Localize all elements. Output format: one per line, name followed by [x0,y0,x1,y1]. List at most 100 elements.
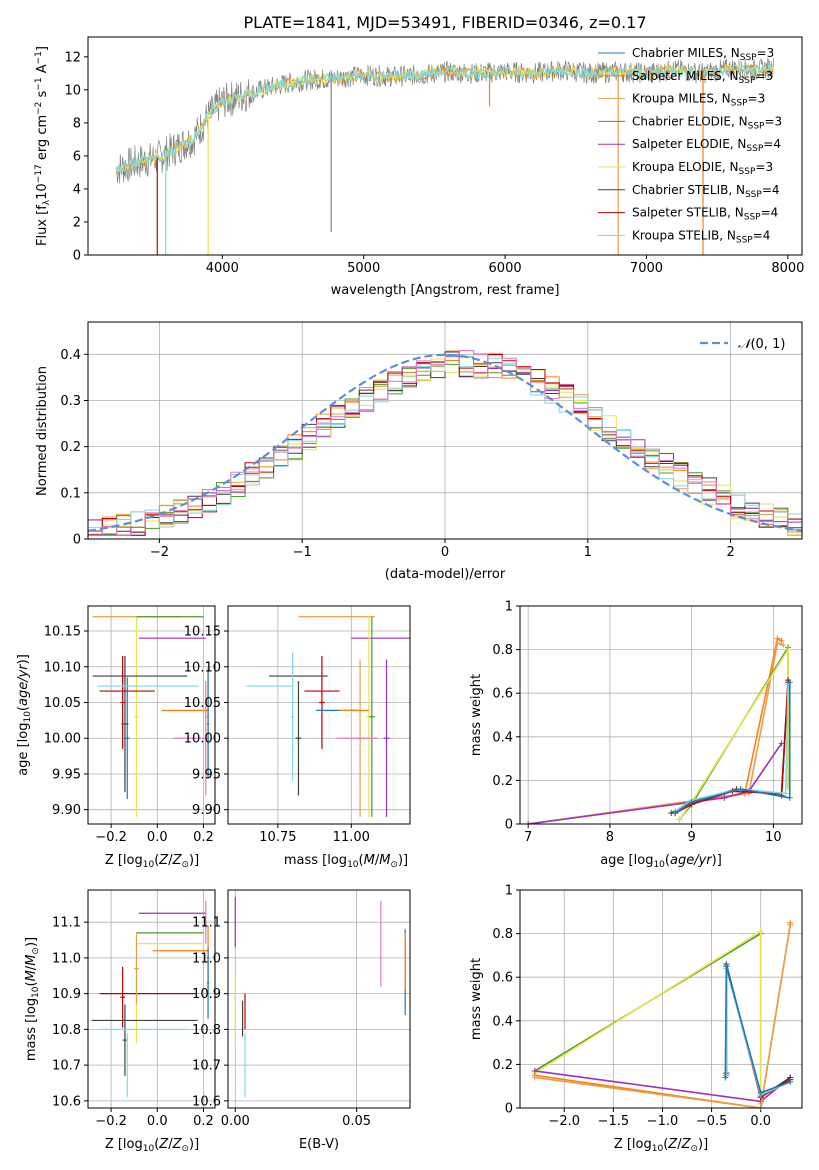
series-marker [737,786,744,793]
y-tick-label: 10.10 [184,660,221,675]
legend-entry: Salpeter STELIB, NSSP=4 [632,206,778,223]
y-tick-label: 10.9 [192,987,221,1002]
y-tick-label: 11.1 [192,916,221,931]
y-tick-label: 0.8 [492,643,513,658]
series-marker [531,1074,538,1081]
x-tick-label: 6000 [489,261,522,276]
x-axis-label: age [log10(age/yr)] [600,853,722,870]
x-tick-label: −0.2 [95,1114,127,1129]
x-axis-label: (data-model)/error [385,567,506,582]
x-tick-label: 0.2 [193,830,214,845]
x-tick-label: −1.0 [647,1114,679,1129]
y-tick-label: 10.00 [184,732,221,747]
y-tick-label: 0.4 [492,1014,513,1029]
x-tick-label: −2 [150,545,169,560]
series-marker [722,1074,729,1081]
x-axis-label: E(B-V) [299,1137,339,1152]
y-tick-label: 10.6 [52,1094,81,1109]
y-tick-label: 10.15 [44,625,81,640]
y-tick-label: 0.3 [60,394,81,409]
errorbars-age_vs_mass [245,616,410,817]
y-tick-label: 0.1 [60,486,81,501]
lines-massweight_vs_age [525,635,793,826]
series-marker [785,646,792,653]
axes-frame [87,605,216,825]
y-tick-label: 10.7 [192,1059,221,1074]
legend-entry: Salpeter ELODIE, NSSP=4 [632,137,781,154]
y-tick-label: 0.6 [492,687,513,702]
y-tick-label: 0.2 [60,440,81,455]
spectrum-lines [115,57,775,255]
y-axis-label: age [log10(age/yr)] [16,654,33,776]
x-tick-label: 8000 [771,261,804,276]
legend-entry: Kroupa ELODIE, NSSP=3 [632,160,773,177]
series-marker [723,963,730,970]
x-tick-label: 10 [765,830,782,845]
x-tick-label: 0.05 [342,1114,371,1129]
y-tick-label: 10.00 [44,732,81,747]
y-tick-label: 9.90 [52,803,81,818]
x-tick-label: 11.00 [333,830,370,845]
y-tick-label: 10.15 [184,625,221,640]
y-tick-label: 0.4 [60,348,81,363]
y-tick-label: 10.6 [192,1094,221,1109]
y-tick-label: 0 [73,533,81,548]
y-axis-label: Flux [fλ10−17 erg cm−2 s−1 A−1] [34,46,52,246]
y-tick-label: 0.2 [492,1058,513,1073]
axes-frame [519,605,803,825]
series-marker [787,1078,794,1085]
y-tick-label: 10.05 [44,696,81,711]
x-tick-label: −2.0 [548,1114,580,1129]
x-tick-label: −0.2 [95,830,127,845]
x-axis-label: Z [log10(Z/Z⊙)] [105,1137,199,1154]
x-tick-label: 9 [688,830,696,845]
y-tick-label: 10.9 [52,987,81,1002]
axes-massweight_vs_Z: −2.0 −1.5 −1.0 −0.5 0.0 0 0.2 0.4 0.6 0.8 1 [492,884,802,1129]
axes-frame [87,889,216,1109]
x-axis-label: mass [log10(M/M⊙)] [284,853,408,870]
y-axis-label: mass weight [469,674,484,756]
y-tick-label: 11.0 [52,951,81,966]
x-tick-label: 5000 [347,261,380,276]
axes-frame [519,889,803,1109]
y-tick-label: 0 [505,818,513,833]
y-tick-label: 10.7 [52,1059,81,1074]
y-tick-label: 8 [73,116,81,131]
series-marker [688,799,695,806]
axes-frame [87,36,803,256]
residual-hists [88,350,802,536]
axes-frame [227,889,411,1109]
x-tick-label: −1 [293,545,312,560]
y-tick-label: 10.8 [192,1023,221,1038]
y-tick-label: 1 [505,884,513,899]
axes-age_vs_mass: 10.75 11.00 9.90 9.95 10.00 10.05 10.10 10.15 [184,606,410,845]
series-line [724,966,791,1094]
y-tick-label: 9.90 [192,803,221,818]
y-tick-label: 10.05 [184,696,221,711]
y-tick-label: 0 [73,249,81,264]
x-tick-label: 10.75 [259,830,296,845]
y-tick-label: 10.8 [52,1023,81,1038]
axes-mass_vs_Z: −0.2 0.0 0.2 10.6 10.7 10.8 10.9 11.0 11.1 [52,890,215,1129]
x-tick-label: 0.0 [147,830,168,845]
axes-age_vs_Z: −0.2 0.0 0.2 9.90 9.95 10.00 10.05 10.10 10.15 [44,606,215,845]
x-tick-label: 4000 [206,261,239,276]
series-marker [782,790,789,797]
y-tick-label: 1 [505,600,513,615]
y-tick-label: 11.1 [52,916,81,931]
series-marker [787,921,794,928]
y-tick-label: 0.6 [492,971,513,986]
axes-spectrum: 4000 5000 6000 7000 8000 0 2 4 6 8 10 12 [64,50,804,276]
residual-hist-step [88,350,802,536]
x-tick-label: 8 [606,830,614,845]
y-tick-label: 0.2 [492,774,513,789]
series-marker [672,810,679,817]
axes-frame [87,321,803,540]
x-tick-label: −0.5 [696,1114,728,1129]
errorbars-age_vs_Z [92,616,210,817]
y-tick-label: 0 [505,1102,513,1117]
y-axis-label: mass weight [469,958,484,1040]
y-tick-label: 9.95 [192,767,221,782]
series-marker [786,679,793,686]
